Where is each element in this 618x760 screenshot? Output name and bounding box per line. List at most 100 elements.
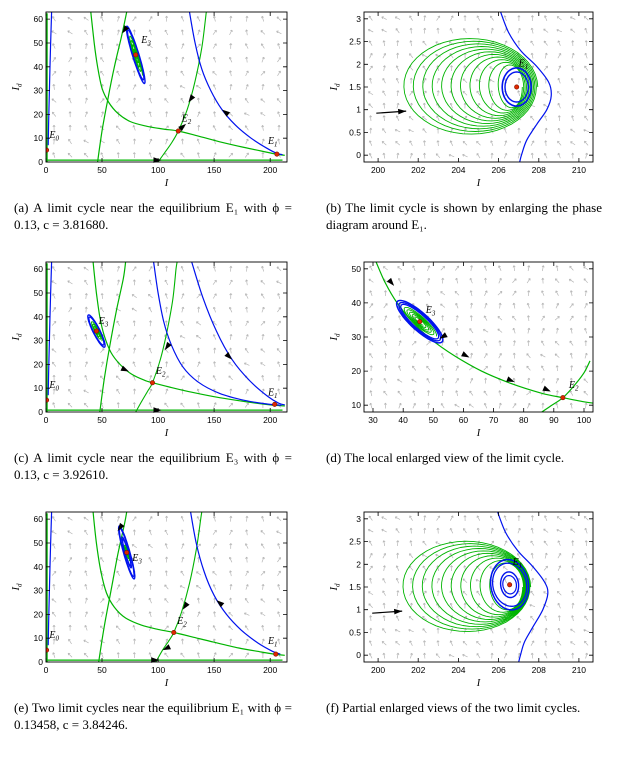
direction-arrow (188, 94, 196, 103)
axis-ticks (364, 512, 593, 662)
equilibrium-point (46, 397, 50, 403)
equilibrium-label: E3 (98, 316, 109, 329)
direction-arrow (153, 157, 162, 163)
tick-label: 60 (34, 264, 44, 274)
trajectory-curve (124, 544, 130, 562)
trajectory-curve (129, 35, 143, 76)
tick-label: 2 (356, 59, 361, 69)
equilibrium-point (124, 549, 130, 555)
direction-arrow (386, 277, 395, 286)
tick-label: 0 (44, 165, 49, 175)
plot-background (364, 262, 593, 412)
direction-arrow (398, 108, 407, 115)
trajectory-curve (188, 12, 283, 156)
tick-label: 60 (34, 514, 44, 524)
tick-label: 3 (356, 514, 361, 524)
caption-c: (c) A limit cycle near the equilibrium E… (14, 450, 292, 483)
trajectory-curve (99, 262, 127, 412)
tick-label: 40 (398, 415, 408, 425)
equilibrium-point (171, 629, 177, 635)
equilibrium-point (507, 582, 513, 588)
tick-label: 0.5 (349, 627, 361, 637)
vector-field (51, 265, 282, 409)
direction-arrow (117, 522, 125, 531)
y-axis-label: Id (329, 333, 342, 342)
tick-label: 50 (97, 165, 107, 175)
tick-label: 200 (371, 165, 385, 175)
equilibrium-point (274, 151, 280, 157)
x-axis-label: I (476, 428, 481, 439)
figure-grid: 0 50 100 150 200 0 10 20 30 40 50 60 I Id E0 E3 E2 E1 (a)… (8, 6, 616, 756)
axis-ticks (45, 512, 287, 663)
tick-label: 10 (34, 383, 44, 393)
equilibrium-label: E3 (140, 35, 151, 48)
trajectory-curve (97, 12, 128, 162)
tick-label: 0 (38, 657, 43, 667)
trajectory-curve (191, 262, 285, 406)
equilibrium-label: E2 (176, 616, 187, 629)
trajectory-curve (90, 12, 285, 156)
trajectory-curve (127, 29, 145, 81)
direction-arrow (506, 376, 515, 382)
tick-label: 60 (459, 415, 469, 425)
tick-label: 100 (577, 415, 591, 425)
tick-label: 204 (451, 165, 465, 175)
direction-arrow (162, 644, 171, 651)
tick-label: 90 (549, 415, 559, 425)
trajectory-curve (499, 571, 520, 599)
tick-label: 0 (356, 150, 361, 160)
equilibrium-point (272, 401, 278, 407)
trajectory-curve (504, 71, 529, 103)
axis-ticks (45, 262, 287, 413)
figure-panel-a: 0 50 100 150 200 0 10 20 30 40 50 60 I Id E0 E3 E2 E1 (a)… (8, 6, 310, 256)
y-axis-label: Id (11, 83, 24, 92)
tick-label: 50 (352, 264, 362, 274)
plot-background (364, 512, 593, 662)
tick-label: 40 (352, 298, 362, 308)
y-axis-label: Id (329, 83, 342, 92)
trajectory-curve (403, 38, 539, 135)
trajectory-curve (398, 301, 442, 342)
trajectory-curve (157, 12, 207, 162)
equilibrium-label: E2 (155, 366, 166, 379)
tick-label: 206 (491, 165, 505, 175)
trajectory-curve (400, 303, 440, 340)
trajectory-curve (155, 512, 203, 662)
equilibrium-label: E2 (181, 114, 192, 127)
direction-arrow (394, 608, 403, 615)
tick-label: 200 (263, 415, 277, 425)
y-axis-label: Id (11, 583, 24, 592)
trajectory-curve (135, 262, 178, 412)
tick-label: 50 (34, 288, 44, 298)
equilibrium-label: E1 (267, 636, 278, 649)
tick-label: 50 (97, 665, 107, 675)
tick-label: 30 (368, 415, 378, 425)
direction-arrow (461, 351, 470, 358)
tick-label: 200 (263, 665, 277, 675)
tick-label: 2.5 (349, 537, 361, 547)
tick-label: 10 (34, 633, 44, 643)
tick-label: 40 (34, 562, 44, 572)
equilibrium-label: E3 (131, 553, 142, 566)
tick-label: 150 (207, 415, 221, 425)
figure-panel-f: 200 202 204 206 208 210 0 0.5 1 1.5 2 2.5 3 I Id E1 (f)… (310, 506, 610, 756)
figure-panel-d: 30 40 50 60 70 80 90 100 10 20 30 40 50 I Id E3 E2 (d) T… (310, 256, 610, 506)
tick-label: 30 (34, 336, 44, 346)
tick-label: 150 (207, 665, 221, 675)
tick-label: 50 (429, 415, 439, 425)
equilibrium-point (273, 651, 279, 657)
caption-b: (b) The limit cycle is shown by enlargin… (326, 200, 602, 233)
caption-a: (a) A limit cycle near the equilibrium E… (14, 200, 292, 233)
equilibrium-point (46, 647, 50, 653)
figure-panel-c: 0 50 100 150 200 0 10 20 30 40 50 60 I Id E0 E3 E2 E1 (c)… (8, 256, 310, 506)
tick-label: 1.5 (349, 582, 361, 592)
phase-plot-b: 200 202 204 206 208 210 0 0.5 1 1.5 2 2.5 3 I Id E1 (326, 6, 604, 190)
tick-label: 50 (34, 38, 44, 48)
equilibrium-point (417, 319, 423, 325)
trajectory-curve (92, 512, 285, 656)
tick-label: 1 (356, 105, 361, 115)
trajectory-curve (497, 512, 549, 662)
axes-box (45, 511, 288, 663)
tick-label: 20 (34, 609, 44, 619)
x-axis-label: I (476, 678, 481, 689)
